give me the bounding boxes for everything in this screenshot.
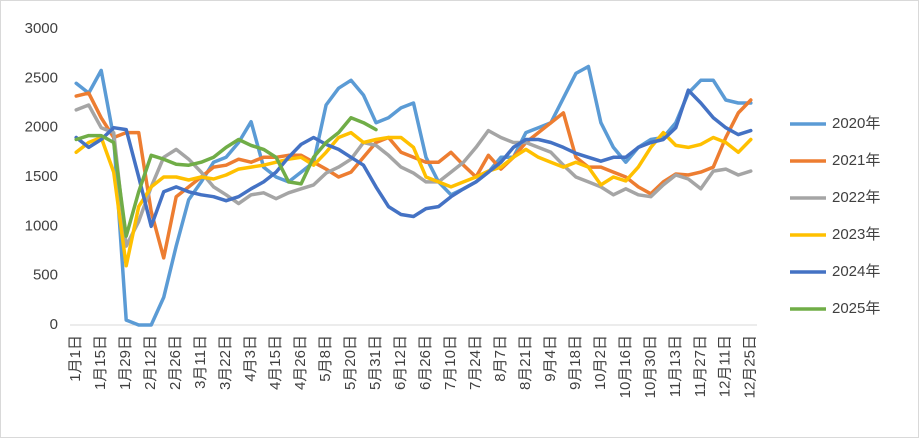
y-tick-label: 1000 [25, 217, 58, 234]
x-tick-label: 5月31日 [367, 335, 384, 390]
x-tick-label: 10月16日 [617, 335, 634, 398]
y-tick-label: 2000 [25, 119, 58, 136]
x-tick-label: 2月26日 [167, 335, 184, 390]
y-tick-label: 1500 [25, 168, 58, 185]
series-line [74, 103, 753, 248]
x-tick-label: 7月10日 [442, 335, 459, 390]
x-tick-label: 9月18日 [567, 335, 584, 390]
x-tick-label: 8月21日 [517, 335, 534, 390]
legend-label: 2025年 [832, 300, 880, 317]
x-tick-label: 4月26日 [292, 335, 309, 390]
legend-label: 2021年 [832, 152, 880, 169]
legend-label: 2022年 [832, 189, 880, 206]
x-tick-label: 4月3日 [242, 335, 259, 382]
x-tick-label: 11月27日 [692, 335, 709, 397]
x-tick-label: 3月11日 [192, 335, 209, 389]
y-tick-label: 0 [50, 316, 58, 333]
x-tick-label: 8月7日 [492, 335, 509, 382]
x-tick-label: 1月15日 [92, 335, 109, 390]
x-tick-label: 12月11日 [717, 335, 734, 397]
x-tick-label: 3月22日 [217, 335, 234, 390]
series-line [74, 116, 378, 238]
x-tick-label: 5月8日 [317, 335, 334, 382]
x-tick-label: 5月20日 [342, 335, 359, 390]
x-tick-label: 9月4日 [542, 335, 559, 382]
legend-label: 2024年 [832, 263, 880, 280]
y-tick-label: 2500 [25, 69, 58, 86]
x-tick-label: 6月26日 [417, 335, 434, 390]
y-tick-label: 3000 [25, 20, 58, 37]
x-tick-label: 10月2日 [592, 335, 609, 390]
x-tick-label: 12月25日 [742, 335, 759, 398]
x-tick-label: 1月1日 [67, 335, 84, 382]
x-tick-label: 10月30日 [642, 335, 659, 398]
x-tick-label: 6月12日 [392, 335, 409, 390]
series-line [74, 88, 753, 229]
legend-label: 2023年 [832, 226, 880, 243]
x-tick-label: 11月13日 [667, 335, 684, 397]
x-tick-label: 4月15日 [267, 335, 284, 390]
legend-label: 2020年 [832, 115, 880, 132]
x-tick-label: 1月29日 [117, 335, 134, 390]
y-tick-label: 500 [33, 267, 58, 284]
x-tick-label: 2月12日 [142, 335, 159, 390]
series-line [74, 130, 753, 268]
x-tick-label: 7月24日 [467, 335, 484, 390]
series-line [74, 91, 753, 260]
